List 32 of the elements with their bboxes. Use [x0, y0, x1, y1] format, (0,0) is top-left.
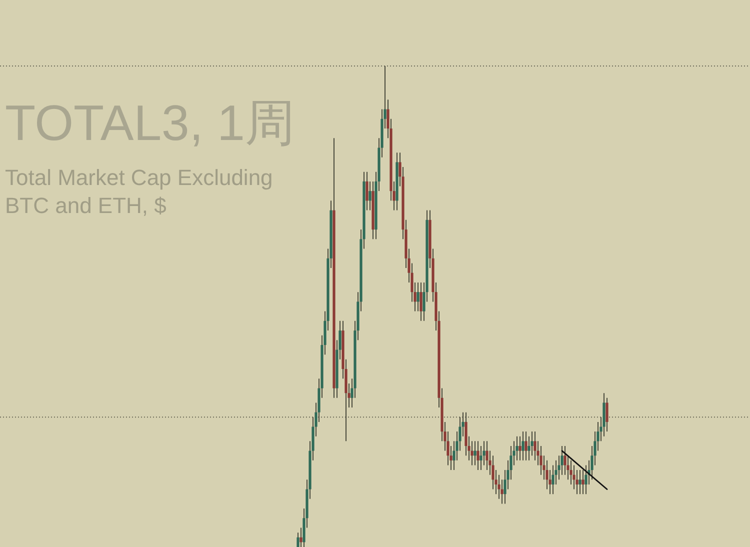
- candlestick: [582, 470, 584, 495]
- candlestick: [296, 532, 300, 547]
- candlestick: [500, 479, 504, 504]
- candlestick: [476, 440, 480, 471]
- candlestick: [534, 431, 536, 461]
- candlestick: [578, 470, 582, 495]
- candlestick: [530, 431, 534, 456]
- candlestick: [606, 397, 608, 432]
- candlestick: [524, 431, 528, 461]
- candlestick: [516, 436, 518, 461]
- candlestick: [552, 464, 554, 495]
- candlestick: [560, 445, 564, 476]
- candlestick: [486, 440, 488, 471]
- candlestick: [482, 440, 486, 466]
- candlestick: [540, 445, 542, 476]
- candlestick: [480, 445, 482, 471]
- candlestick: [368, 180, 372, 211]
- candlestick: [572, 464, 576, 490]
- candlestick: [584, 464, 588, 495]
- candlestick: [492, 455, 494, 490]
- candlestick: [420, 282, 422, 322]
- candlestick: [300, 527, 302, 547]
- candlestick: [518, 436, 522, 461]
- candlestick: [564, 445, 566, 476]
- candlestick: [522, 431, 524, 461]
- candlestick: [366, 171, 368, 211]
- candlestick: [474, 440, 476, 466]
- candlestick: [528, 436, 530, 461]
- candlestick: [416, 282, 420, 312]
- candlestick: [546, 460, 548, 490]
- candlestick: [470, 440, 474, 466]
- candlestick: [498, 474, 500, 500]
